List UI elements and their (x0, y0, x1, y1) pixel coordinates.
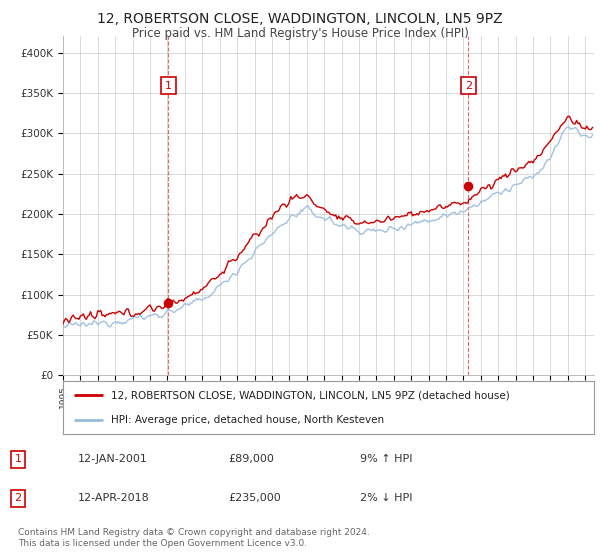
Point (464, 181, 473, 190)
Text: 1: 1 (14, 454, 22, 464)
Text: £235,000: £235,000 (228, 493, 281, 503)
Text: £89,000: £89,000 (228, 454, 274, 464)
Point (163, 299, 173, 308)
Text: HPI: Average price, detached house, North Kesteven: HPI: Average price, detached house, Nort… (111, 414, 384, 424)
Text: 12-JAN-2001: 12-JAN-2001 (78, 454, 148, 464)
Text: 1: 1 (164, 81, 172, 91)
Text: Price paid vs. HM Land Registry's House Price Index (HPI): Price paid vs. HM Land Registry's House … (131, 27, 469, 40)
Text: 2% ↓ HPI: 2% ↓ HPI (360, 493, 413, 503)
Text: 12, ROBERTSON CLOSE, WADDINGTON, LINCOLN, LN5 9PZ (detached house): 12, ROBERTSON CLOSE, WADDINGTON, LINCOLN… (111, 390, 509, 400)
Text: Contains HM Land Registry data © Crown copyright and database right 2024.
This d: Contains HM Land Registry data © Crown c… (18, 528, 370, 548)
Text: 2: 2 (465, 81, 472, 91)
Text: 12-APR-2018: 12-APR-2018 (78, 493, 150, 503)
Text: 2: 2 (14, 493, 22, 503)
Text: 12, ROBERTSON CLOSE, WADDINGTON, LINCOLN, LN5 9PZ: 12, ROBERTSON CLOSE, WADDINGTON, LINCOLN… (97, 12, 503, 26)
Text: 9% ↑ HPI: 9% ↑ HPI (360, 454, 413, 464)
